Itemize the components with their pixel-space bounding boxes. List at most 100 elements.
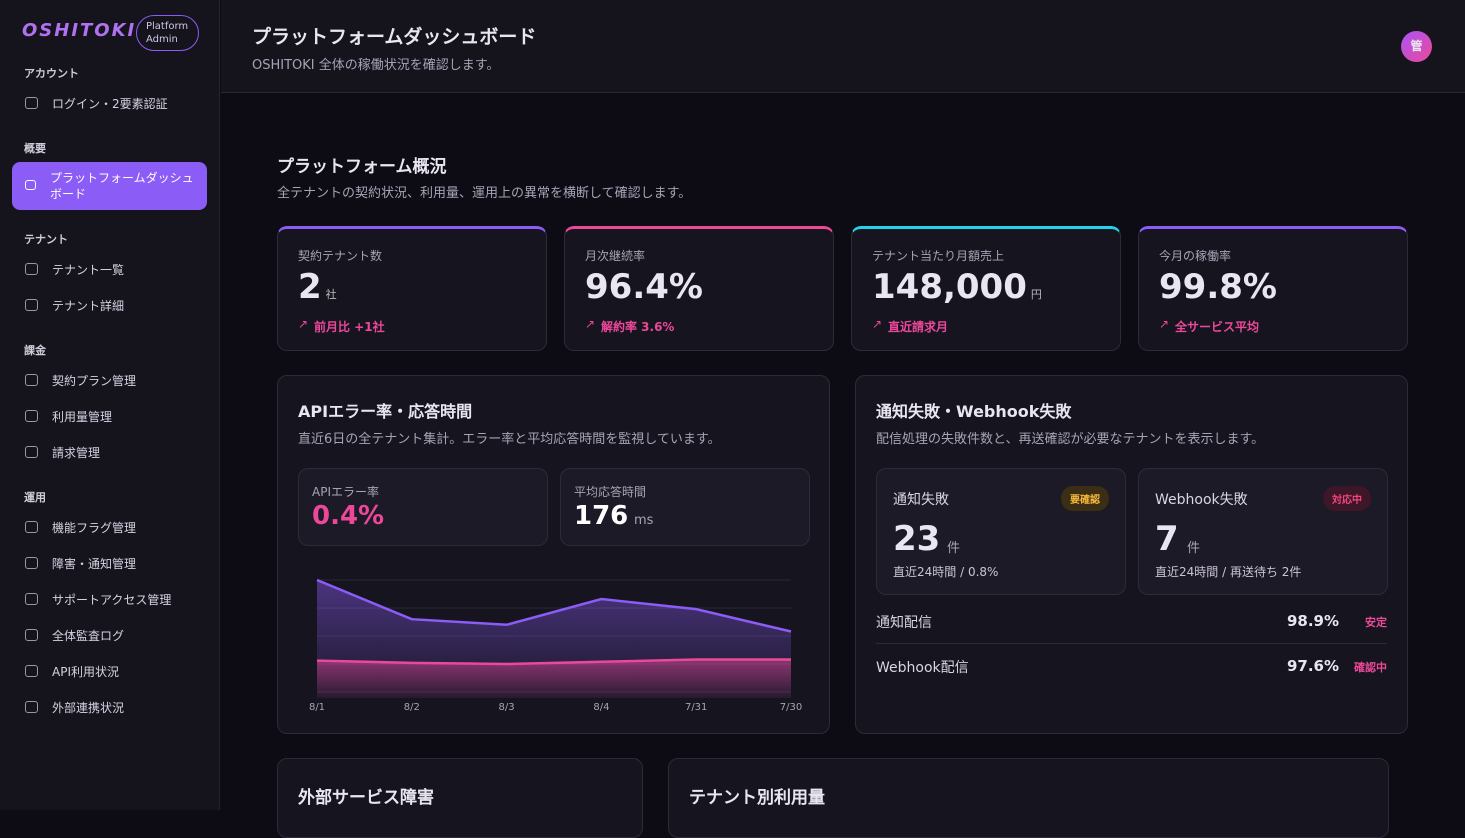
row-status: 安定 (1365, 616, 1387, 629)
card-unit: 件 (947, 541, 961, 556)
stat-card: 平均応答時間 176 ms (560, 468, 810, 546)
value: 96.4% (585, 267, 703, 307)
line (316, 578, 792, 633)
card-value: 23 (893, 519, 941, 559)
nav-icon (25, 410, 38, 422)
api-panel: APIエラー率・応答時間 直近6日の全テナント集計。エラー率と平均応答時間を監視… (277, 375, 830, 734)
x-tick-label: 8/1 (309, 702, 325, 713)
kpi-card: 月次継続率 96.4% ↗ 解約率 3.6% (564, 226, 834, 351)
row-value: 98.9% (1286, 612, 1339, 630)
row-status: 確認中 (1354, 661, 1387, 674)
nav-item[interactable]: サポートアクセス管理 (52, 593, 172, 607)
nav-item[interactable]: 外部連携状況 (52, 701, 125, 715)
kpi-value: 99.8% (1159, 267, 1277, 307)
section-subtitle: 全テナントの契約状況、利用量、運用上の異常を横断して確認します。 (277, 186, 692, 201)
notify-panel: 通知失敗・Webhook失敗 配信処理の失敗件数と、再送確認が必要なテナントを表… (855, 375, 1408, 734)
role-badge: Platform Admin (136, 15, 199, 51)
nav-section: テナント (24, 233, 68, 246)
page-subtitle: OSHITOKI 全体の稼働状況を確認します。 (252, 58, 500, 73)
panel-title: APIエラー率・応答時間 (298, 402, 473, 421)
row-value: 97.6% (1286, 657, 1339, 675)
nav-icon (25, 557, 38, 569)
kpi-delta: 直近請求月 (888, 320, 949, 334)
card-note: 直近24時間 / 再送待ち 2件 (1155, 565, 1302, 579)
x-tick-label: 8/2 (404, 702, 420, 713)
card-label: Webhook失敗 (1155, 492, 1248, 508)
nav-item[interactable]: プラットフォームダッシュボード (50, 171, 194, 201)
nav-active-bg[interactable] (12, 162, 207, 210)
unit: 社 (325, 288, 337, 301)
header: プラットフォームダッシュボード OSHITOKI 全体の稼働状況を確認します。 … (221, 0, 1465, 93)
failure-card: 通知失敗 要確認 23 件直近24時間 / 0.8% (876, 468, 1126, 595)
kpi-arrow: ↗ (585, 317, 596, 331)
card-value: 7 (1155, 519, 1179, 559)
page: OSHITOKI Platform Admin アカウント ログイン・2要素認証概… (12, 0, 1465, 838)
stat-unit: ms (634, 513, 654, 528)
nav-icon (25, 629, 38, 641)
stat-value: 0.4% (312, 501, 385, 531)
nav-item[interactable]: API利用状況 (52, 665, 119, 679)
row-label: 通知配信 (876, 615, 932, 631)
panel-title: テナント別利用量 (689, 788, 825, 808)
stat-label: 平均応答時間 (574, 485, 647, 499)
row-label: Webhook配信 (876, 660, 969, 676)
nav-icon (25, 521, 38, 533)
value: 2 (298, 267, 322, 307)
nav-item[interactable]: ログイン・2要素認証 (52, 97, 168, 111)
nav-icon (25, 263, 38, 275)
kpi-label: 今月の稼働率 (1159, 249, 1232, 263)
kpi-card: 今月の稼働率 99.8% ↗ 全サービス平均 (1138, 226, 1408, 351)
kpi-value: 96.4% (585, 267, 703, 307)
failure-card: Webhook失敗 対応中 7 件直近24時間 / 再送待ち 2件 (1138, 468, 1388, 595)
x-tick-label: 7/31 (685, 702, 707, 713)
nav-icon (25, 299, 38, 311)
kpi-delta: 全サービス平均 (1175, 320, 1260, 334)
chart: 8/1 8/2 8/3 8/4 7/31 7/30 (309, 578, 802, 713)
nav-item[interactable]: 請求管理 (52, 446, 101, 460)
nav-item[interactable]: テナント詳細 (52, 299, 125, 313)
kpi-label: テナント当たり月額売上 (872, 249, 1005, 263)
section-title: プラットフォーム概況 (277, 157, 447, 177)
kpi-arrow: ↗ (1159, 317, 1170, 331)
kpi-delta: 解約率 3.6% (601, 320, 675, 334)
nav-item[interactable]: 利用量管理 (52, 410, 113, 424)
kpi-card: テナント当たり月額売上 148,000 円 ↗ 直近請求月 (851, 226, 1121, 351)
nav-item[interactable]: 契約プラン管理 (52, 374, 137, 388)
nav-icon (25, 97, 38, 109)
nav-section: 運用 (24, 491, 46, 504)
stat-card: APIエラー率 0.4% (298, 468, 548, 546)
status-badge: 対応中 (1323, 486, 1371, 511)
nav-icon (25, 701, 38, 713)
card-unit: 件 (1187, 541, 1201, 556)
nav-section: 課金 (24, 344, 46, 357)
x-tick-label: 8/3 (499, 702, 515, 713)
nav-item[interactable]: 機能フラグ管理 (52, 521, 137, 535)
panel-title: 外部サービス障害 (298, 788, 434, 808)
kpi-delta: 前月比 +1社 (314, 320, 385, 334)
value: 148,000 (872, 267, 1027, 307)
nav-icon (25, 593, 38, 605)
nav-icon (25, 180, 36, 190)
line (316, 658, 791, 666)
x-tick-label: 8/4 (593, 702, 609, 713)
panel-desc: 配信処理の失敗件数と、再送確認が必要なテナントを表示します。 (876, 432, 1265, 447)
value: 99.8% (1159, 267, 1277, 307)
status-badge: 要確認 (1061, 486, 1109, 511)
nav-item[interactable]: 全体監査ログ (52, 629, 125, 643)
kpi-arrow: ↗ (298, 317, 309, 331)
nav-item[interactable]: テナント一覧 (52, 263, 125, 277)
kpi-arrow: ↗ (872, 317, 883, 331)
nav-item[interactable]: 障害・通知管理 (52, 557, 137, 571)
nav-icon (25, 665, 38, 677)
x-tick-label: 7/30 (780, 702, 802, 713)
card-note: 直近24時間 / 0.8% (893, 565, 999, 579)
usage-panel: テナント別利用量 (668, 758, 1389, 838)
nav-icon (25, 374, 38, 386)
area-fill (317, 659, 791, 698)
nav-section: 概要 (24, 142, 46, 155)
card-label: 通知失敗 (893, 492, 949, 508)
avatar[interactable]: 管 (1401, 31, 1432, 62)
stat-label: APIエラー率 (312, 485, 379, 499)
unit: 円 (1030, 288, 1042, 301)
